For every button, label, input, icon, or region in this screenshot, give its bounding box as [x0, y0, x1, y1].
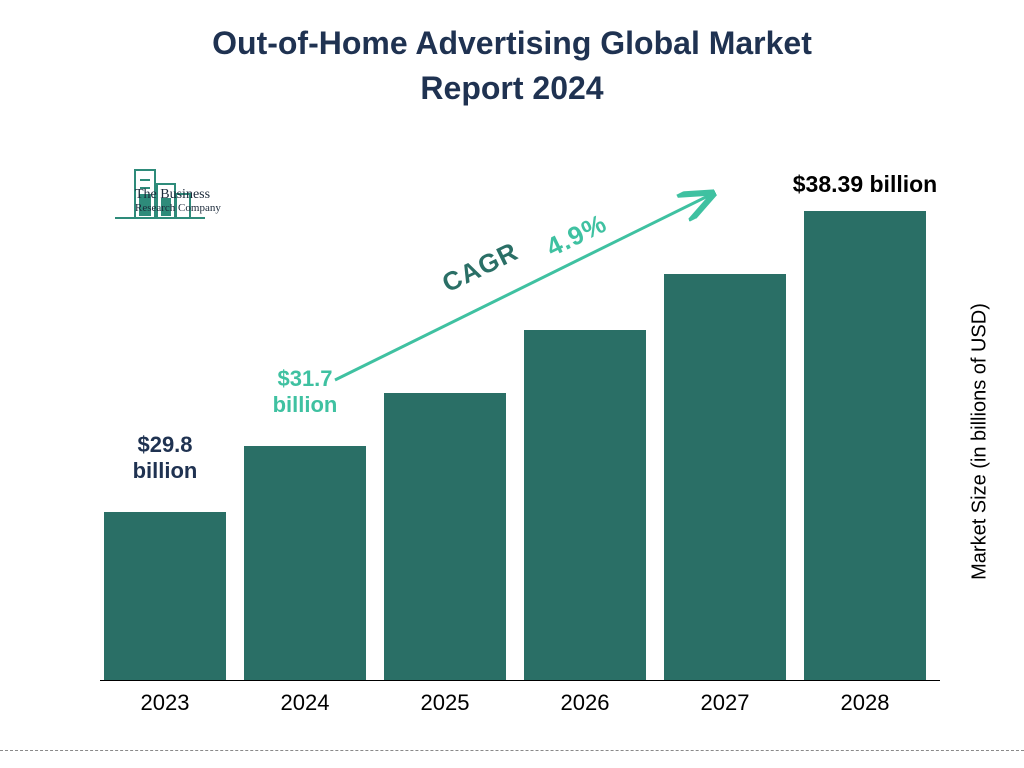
x-tick-2023: 2023: [104, 690, 226, 716]
value-label-2024: $31.7billion: [244, 366, 366, 418]
x-tick-2028: 2028: [804, 690, 926, 716]
footer-divider: [0, 750, 1024, 751]
bar-2028: [804, 211, 926, 680]
y-axis-label: Market Size (in billions of USD): [969, 292, 992, 592]
bar-2023: [104, 512, 226, 680]
x-tick-2026: 2026: [524, 690, 646, 716]
chart-canvas: Out-of-Home Advertising Global Market Ou…: [0, 0, 1024, 768]
bar-2026: [524, 330, 646, 680]
bar-chart: 2023 2024 2025 2026 2027 2028 $29.8billion $31.…: [100, 150, 940, 730]
x-tick-2027: 2027: [664, 690, 786, 716]
chart-title: Out-of-Home Advertising Global Market: [0, 25, 1024, 62]
chart-subtitle: Report 2024: [0, 70, 1024, 107]
x-tick-2025: 2025: [384, 690, 506, 716]
x-tick-2024: 2024: [244, 690, 366, 716]
value-label-2028: $38.39 billion: [774, 171, 956, 198]
x-axis: [100, 680, 940, 681]
bar-2025: [384, 393, 506, 680]
bar-2024: [244, 446, 366, 681]
value-label-2023: $29.8billion: [104, 432, 226, 484]
bar-2027: [664, 274, 786, 680]
